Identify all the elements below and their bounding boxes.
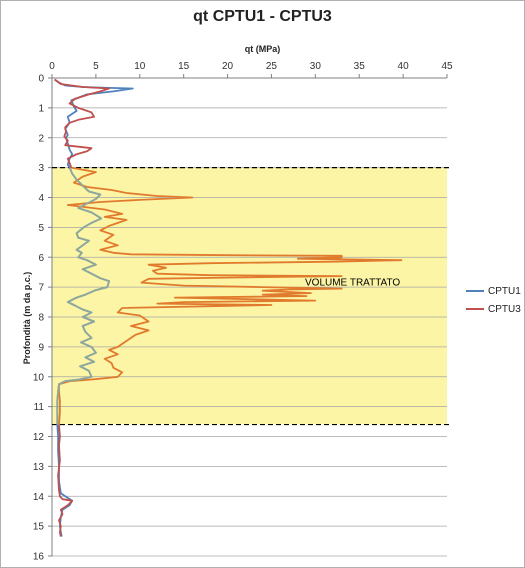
legend-label-cptu1: CPTU1	[488, 286, 521, 297]
y-tick-label: 4	[38, 193, 44, 204]
y-tick-label: 13	[33, 462, 45, 473]
chart-title: qt CPTU1 - CPTU3	[193, 8, 332, 25]
x-tick-label: 0	[49, 61, 55, 72]
y-tick-label: 8	[38, 313, 44, 324]
series-line-segment-2	[58, 166, 403, 425]
y-tick-label: 3	[38, 163, 44, 174]
y-tick-label: 12	[33, 432, 45, 443]
y-tick-label: 1	[38, 103, 44, 114]
y-tick-label: 11	[34, 402, 45, 413]
y-tick-label: 6	[38, 253, 44, 264]
y-tick-label: 14	[33, 492, 45, 503]
annotation-volume-trattato: VOLUME TRATTATO	[305, 278, 400, 289]
legend-swatch-cptu1	[466, 290, 484, 293]
y-tick-label: 0	[38, 74, 44, 85]
y-tick-label: 9	[38, 342, 44, 353]
x-tick-label: 5	[93, 61, 99, 72]
series-line-cptu3	[54, 78, 110, 168]
x-tick-label: 25	[266, 61, 278, 72]
legend-swatch-cptu3	[466, 308, 484, 311]
x-axis-label: qt (MPa)	[244, 44, 281, 54]
y-tick-label: 15	[33, 522, 45, 533]
x-tick-label: 20	[222, 61, 234, 72]
legend-item-cptu1: CPTU1	[466, 286, 521, 297]
legend-label-cptu3: CPTU3	[488, 304, 521, 315]
y-tick-label: 10	[33, 372, 45, 383]
y-tick-label: 2	[38, 133, 44, 144]
legend-item-cptu3: CPTU3	[466, 304, 521, 315]
x-tick-label: 35	[354, 61, 366, 72]
x-tick-label: 40	[398, 61, 410, 72]
x-tick-label: 45	[441, 61, 453, 72]
y-tick-label: 16	[33, 552, 45, 563]
y-tick-label: 7	[38, 283, 44, 294]
x-tick-label: 10	[134, 61, 146, 72]
series-line-segment-4	[56, 167, 110, 425]
x-tick-label: 30	[310, 61, 322, 72]
y-tick-label: 5	[38, 223, 44, 234]
series-line-segment-3	[57, 424, 74, 537]
x-tick-label: 15	[178, 61, 190, 72]
